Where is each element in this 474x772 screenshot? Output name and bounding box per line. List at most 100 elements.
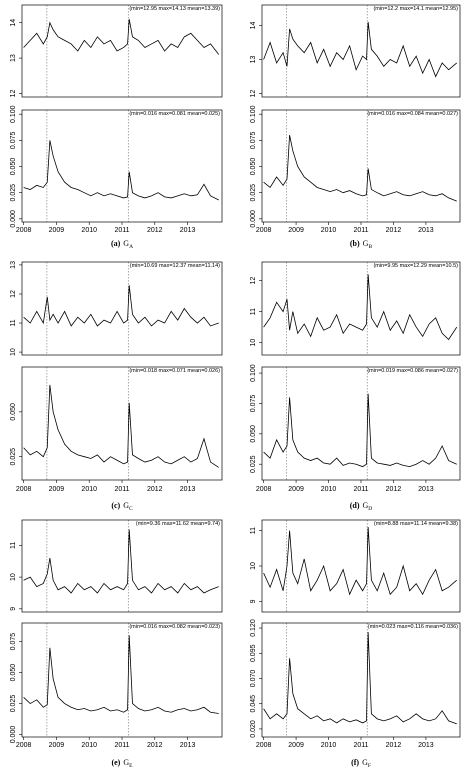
annotation: (min=10.69 max=12.37 mean=11.14) <box>130 263 220 269</box>
caption: (a) GA <box>111 239 133 250</box>
y-tick-label: 9 <box>10 607 17 611</box>
y-tick-label: 0.025 <box>250 455 257 473</box>
y-tick-label: 0.100 <box>10 105 17 123</box>
caption-sub: B <box>368 244 372 250</box>
plot-frame <box>21 622 223 738</box>
y-tick-label: 11 <box>250 308 257 315</box>
caption-label: (c) <box>111 501 120 510</box>
x-tick-label: 2010 <box>81 227 97 234</box>
x-tick-label: 2008 <box>16 742 32 749</box>
annotation: (min=0.023 max=0.116 mean=0.036) <box>368 624 458 630</box>
y-tick-label: 0.100 <box>250 105 257 123</box>
series-line <box>263 135 457 202</box>
y-tick-label: 13 <box>250 56 257 64</box>
caption-label: (d) <box>350 501 360 510</box>
caption-sub: D <box>368 506 372 512</box>
caption-sub: E <box>129 763 133 769</box>
x-tick-label: 2012 <box>147 742 163 749</box>
x-tick-label: 2009 <box>288 742 304 749</box>
caption-var: G <box>363 239 369 248</box>
y-tick-label: 12 <box>10 290 17 298</box>
y-tick-label: 13 <box>10 261 17 269</box>
caption-var: G <box>362 758 368 767</box>
y-tick-label: 0.095 <box>250 644 257 662</box>
x-tick-label: 2011 <box>114 742 129 749</box>
x-tick-label: 2013 <box>180 227 196 234</box>
y-tick-label: 13 <box>10 54 17 62</box>
y-tick-label: 0.000 <box>10 726 17 744</box>
plot-frame <box>261 519 461 613</box>
y-tick-label: 0.025 <box>250 184 257 202</box>
y-tick-label: 12 <box>250 277 257 285</box>
caption-label: (a) <box>111 239 121 248</box>
series-line <box>23 19 220 55</box>
y-tick-label: 0.120 <box>250 619 257 637</box>
annotation: (min=0.016 max=0.081 mean=0.025) <box>129 111 220 117</box>
plot-frame <box>21 109 223 223</box>
plot-frame <box>21 519 223 613</box>
x-tick-label: 2008 <box>256 227 272 234</box>
annotation: (min=0.016 max=0.084 mean=0.027) <box>367 111 458 117</box>
series-line <box>23 384 219 468</box>
y-tick-label: 0.075 <box>10 131 17 149</box>
series-line <box>23 140 219 201</box>
caption-label: (f) <box>351 758 359 767</box>
x-tick-label: 2008 <box>16 486 32 493</box>
series-line <box>23 529 219 594</box>
caption-label: (b) <box>350 239 360 248</box>
x-tick-label: 2010 <box>321 227 337 234</box>
y-tick-label: 11 <box>10 542 17 549</box>
y-tick-label: 0.020 <box>250 720 257 738</box>
y-tick-label: 0.000 <box>10 210 17 228</box>
x-tick-label: 2013 <box>418 486 434 493</box>
y-tick-label: 0.025 <box>10 695 17 713</box>
caption: (f) GF <box>351 758 371 769</box>
y-tick-label: 11 <box>10 319 17 326</box>
y-tick-label: 14 <box>10 19 17 27</box>
y-tick-label: 0.075 <box>250 395 257 413</box>
annotation: (min=0.018 max=0.071 mean=0.026) <box>129 368 220 374</box>
x-tick-label: 2012 <box>386 486 402 493</box>
caption: (c) GC <box>111 501 133 512</box>
annotation: (min=9.95 max=12.29 mean=10.5) <box>373 263 458 269</box>
caption: (d) GD <box>350 501 373 512</box>
x-tick-label: 2010 <box>321 742 337 749</box>
annotation: (min=9.36 max=11.62 mean=9.74) <box>136 521 220 527</box>
caption-var: G <box>123 501 129 510</box>
x-tick-label: 2010 <box>81 486 97 493</box>
y-tick-label: 0.045 <box>250 695 257 713</box>
x-tick-label: 2011 <box>114 486 129 493</box>
x-tick-label: 2013 <box>180 486 196 493</box>
y-tick-label: 0.025 <box>10 448 17 466</box>
series-line <box>263 632 457 725</box>
x-tick-label: 2012 <box>147 227 163 234</box>
plot-frame <box>261 4 461 98</box>
y-tick-label: 0.050 <box>250 425 257 443</box>
y-tick-label: 10 <box>250 562 257 570</box>
caption-label: (e) <box>111 758 120 767</box>
x-tick-label: 2012 <box>147 486 163 493</box>
y-tick-label: 10 <box>10 348 17 356</box>
annotation: (min=0.016 max=0.082 mean=0.023) <box>129 624 220 630</box>
y-tick-label: 10 <box>10 573 17 581</box>
y-tick-label: 14 <box>250 21 257 29</box>
x-tick-label: 2013 <box>180 742 196 749</box>
y-tick-label: 12 <box>250 90 257 98</box>
x-tick-label: 2009 <box>288 227 304 234</box>
plot-frame <box>261 261 461 356</box>
plot-frame <box>261 622 461 738</box>
y-tick-label: 0.050 <box>250 158 257 176</box>
caption: (e) GE <box>111 758 133 769</box>
plot-frame <box>21 261 223 356</box>
x-tick-label: 2009 <box>288 486 304 493</box>
x-tick-label: 2011 <box>353 742 368 749</box>
caption: (b) GB <box>350 239 373 250</box>
annotation: (min=8.88 max=11.14 mean=9.38) <box>374 521 458 527</box>
series-line <box>263 393 457 468</box>
y-tick-label: 11 <box>250 527 257 534</box>
y-tick-label: 0.075 <box>250 131 257 149</box>
y-tick-label: 0.050 <box>10 403 17 421</box>
x-tick-label: 2010 <box>321 486 337 493</box>
